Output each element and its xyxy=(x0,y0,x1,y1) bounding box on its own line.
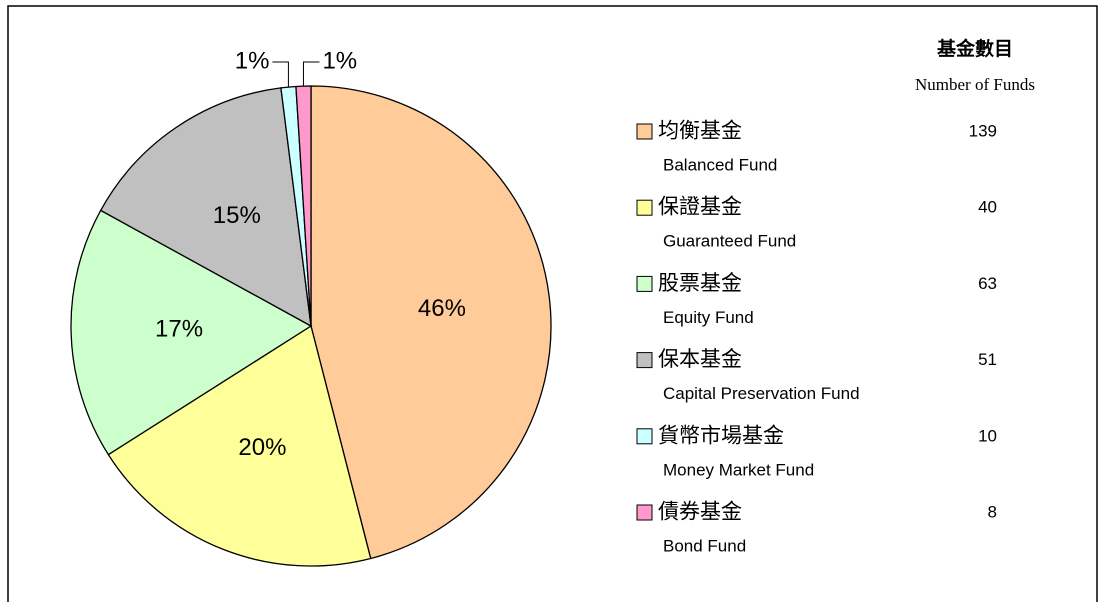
legend-label: 保證基金 xyxy=(658,196,742,219)
leader-line xyxy=(302,61,320,87)
fund-count: 51 xyxy=(978,350,997,369)
pie-slice xyxy=(107,324,372,567)
legend-label-en: Balanced Fund xyxy=(663,155,777,174)
legend-label-en: Guaranteed Fund xyxy=(663,232,796,251)
fund-count: 40 xyxy=(978,198,997,217)
data-label: 1% xyxy=(322,47,357,74)
data-label: 1% xyxy=(235,47,270,74)
legend-swatch xyxy=(636,123,653,140)
legend-swatch xyxy=(636,199,653,216)
legend-label-en: Equity Fund xyxy=(663,308,754,327)
legend-label: 股票基金 xyxy=(658,272,742,295)
data-label: 15% xyxy=(213,202,261,229)
pie-slice xyxy=(295,85,312,327)
fund-count: 8 xyxy=(988,502,997,521)
pie-slice xyxy=(99,87,312,328)
legend-swatch xyxy=(636,504,653,521)
fund-count: 10 xyxy=(978,426,997,445)
legend-label-en: Money Market Fund xyxy=(663,460,814,479)
data-label: 20% xyxy=(238,434,286,461)
legend-swatch xyxy=(636,428,653,445)
legend-label: 均衡基金 xyxy=(658,120,742,143)
legend-subtitle: Number of Funds xyxy=(915,75,1035,94)
legend-label: 貨幣市場基金 xyxy=(658,424,784,447)
legend-label: 保本基金 xyxy=(658,348,742,371)
data-label: 17% xyxy=(155,315,203,342)
legend-label-en: Bond Fund xyxy=(663,536,746,555)
fund-count: 139 xyxy=(969,121,997,140)
legend-label: 債券基金 xyxy=(658,501,742,524)
legend-swatch xyxy=(636,275,653,292)
leader-line xyxy=(272,61,289,88)
pie-slice xyxy=(310,85,552,560)
fund-count: 63 xyxy=(978,274,997,293)
legend-swatch xyxy=(636,352,653,369)
data-label: 46% xyxy=(418,295,466,322)
pie-slice xyxy=(70,209,313,456)
legend-title: 基金數目 xyxy=(936,37,1013,60)
legend-label-en: Capital Preservation Fund xyxy=(663,384,860,403)
